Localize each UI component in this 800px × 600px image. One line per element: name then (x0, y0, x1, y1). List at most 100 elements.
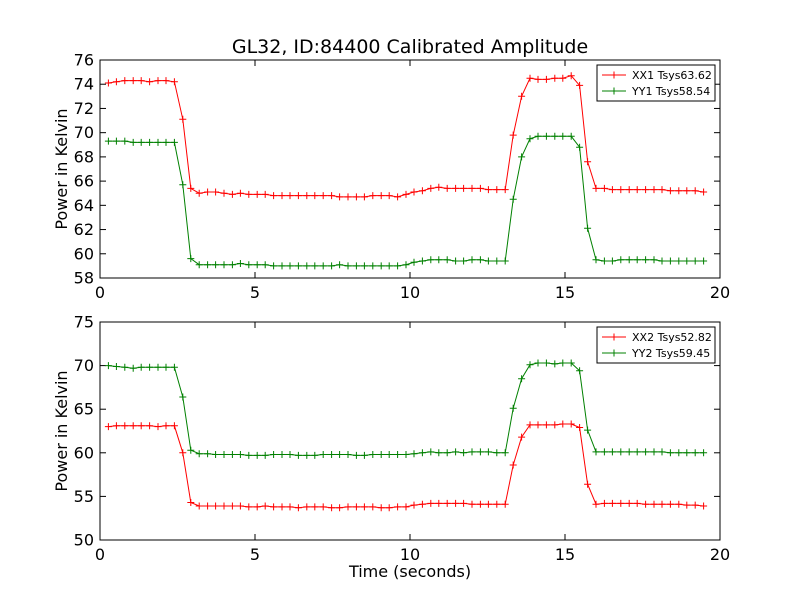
data-point-marker (625, 499, 633, 507)
data-point-marker (319, 503, 327, 511)
data-point-marker (559, 74, 567, 82)
data-point-marker (328, 504, 336, 512)
data-point-marker (402, 503, 410, 511)
data-point-marker (534, 75, 542, 83)
data-point-marker (129, 138, 137, 146)
y-tick-label: 66 (74, 172, 94, 191)
data-point-marker (369, 451, 377, 458)
data-point-marker (195, 261, 203, 269)
data-point-marker (328, 192, 336, 200)
data-point-marker (551, 132, 559, 140)
data-point-marker (592, 184, 600, 192)
data-point-marker (245, 190, 253, 198)
data-point-marker (526, 361, 534, 369)
data-point-marker (576, 367, 584, 375)
data-point-marker (187, 446, 195, 454)
data-point-marker (137, 77, 145, 85)
data-point-marker (146, 138, 154, 146)
data-point-marker (336, 504, 344, 512)
y-tick-label: 75 (74, 313, 94, 332)
data-point-marker (261, 451, 269, 459)
data-point-marker (608, 186, 616, 194)
data-point-marker (187, 184, 195, 192)
x-tick-label: 5 (250, 283, 260, 302)
data-point-marker (112, 137, 120, 145)
data-point-marker (567, 420, 575, 428)
data-point-marker (650, 500, 658, 508)
data-point-marker (170, 422, 178, 430)
data-point-marker (154, 138, 162, 146)
legend-entry-label: YY2 Tsys59.45 (631, 347, 710, 360)
x-tick-label: 15 (555, 545, 575, 564)
data-point-marker (377, 262, 385, 270)
data-point-marker (650, 448, 658, 456)
data-point-marker (567, 72, 575, 80)
data-point-marker (576, 424, 584, 431)
data-point-marker (700, 257, 708, 265)
data-point-marker (112, 422, 120, 430)
data-point-marker (493, 186, 501, 194)
data-point-marker (360, 451, 368, 459)
data-point-marker (658, 500, 666, 508)
data-point-marker (385, 451, 393, 458)
x-tick-label: 10 (400, 545, 420, 564)
data-point-marker (121, 77, 129, 85)
data-point-marker (542, 132, 550, 140)
data-point-marker (493, 449, 501, 457)
data-point-marker (452, 257, 460, 265)
data-point-marker (642, 186, 650, 194)
data-point-marker (691, 501, 699, 509)
data-point-marker (328, 262, 336, 270)
y-tick-label: 64 (74, 196, 94, 215)
x-axis-label: Time (seconds) (348, 562, 471, 581)
data-point-marker (162, 363, 170, 371)
data-point-marker (460, 184, 468, 192)
data-point-marker (617, 256, 625, 264)
data-point-marker (253, 451, 261, 459)
data-point-marker (501, 257, 509, 265)
data-point-marker (104, 79, 112, 87)
data-point-marker (526, 135, 534, 143)
data-point-marker (261, 502, 269, 510)
data-point-marker (493, 257, 501, 265)
data-point-marker (468, 448, 476, 456)
data-point-marker (385, 504, 393, 512)
data-point-marker (691, 257, 699, 265)
data-point-marker (584, 480, 592, 488)
top-chart-xx1-yy1: 0 5 10 15 20 58 60 62 64 66 68 70 72 74 76 GL32, ID:844… (52, 36, 730, 302)
data-point-marker (410, 450, 418, 458)
data-point-marker (228, 261, 236, 269)
data-point-marker (600, 499, 608, 507)
data-point-marker (212, 502, 220, 510)
data-point-marker (146, 78, 154, 86)
data-point-marker (509, 404, 517, 412)
data-point-marker (683, 257, 691, 265)
data-point-marker (377, 192, 385, 200)
data-point-marker (584, 426, 592, 434)
data-point-marker (683, 501, 691, 509)
data-point-marker (245, 451, 253, 459)
data-point-marker (195, 189, 203, 197)
data-point-marker (476, 500, 484, 508)
data-point-marker (360, 503, 368, 511)
data-point-marker (551, 360, 559, 368)
data-point-marker (303, 503, 311, 511)
series-1-group (104, 72, 708, 201)
data-point-marker (303, 192, 311, 200)
data-point-marker (427, 448, 435, 456)
data-point-marker (691, 449, 699, 457)
x-tick-label: 0 (95, 283, 105, 302)
data-point-marker (352, 451, 360, 459)
data-point-marker (460, 449, 468, 457)
data-point-marker (286, 451, 294, 458)
data-point-marker (675, 500, 683, 508)
data-point-marker (344, 503, 352, 511)
data-point-marker (112, 78, 120, 86)
y-axis-label: Power in Kelvin (52, 370, 71, 491)
data-point-marker (236, 189, 244, 197)
data-point-marker (617, 448, 625, 456)
data-point-marker (278, 503, 286, 511)
data-point-marker (683, 187, 691, 195)
data-point-marker (559, 359, 567, 367)
data-point-marker (261, 190, 269, 198)
